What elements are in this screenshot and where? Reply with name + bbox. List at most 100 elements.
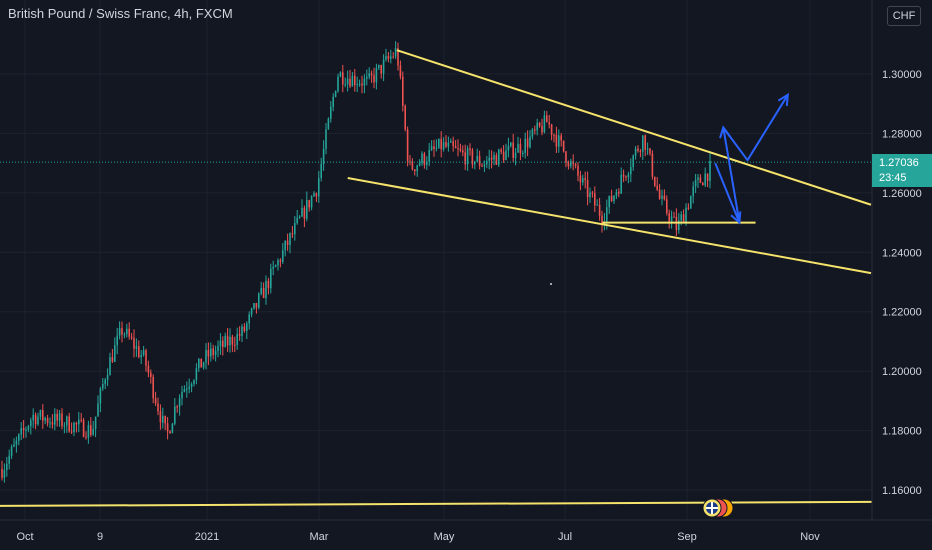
candle-body [126,328,128,335]
candle-body [375,67,378,83]
candle-body [330,106,332,119]
candle-body [303,207,306,219]
candle-body [543,115,546,133]
candle-body [704,173,706,186]
candle-body [106,375,109,380]
candle-body [421,153,423,164]
candle-body [217,346,219,351]
events[interactable] [702,498,734,518]
candle-body [546,115,548,123]
candle-body [495,155,498,165]
candle-body [524,138,526,153]
candle-body [56,413,58,421]
candle-body [138,346,140,358]
candle-body [342,72,344,85]
candle-body [596,204,598,206]
candle-body [358,83,361,85]
candle-body [534,129,536,131]
candle-body [466,148,469,165]
candle-body [296,217,298,224]
candle-body [46,418,49,423]
candle-body [349,78,351,87]
candle-body [618,191,620,194]
candle-body [207,350,210,357]
candle-body [20,428,22,435]
candle-body [183,389,186,392]
candle-body [670,216,673,222]
candle-body [404,105,406,130]
candle-body [649,148,651,154]
price-axis-panel[interactable] [872,0,932,520]
candle-body [694,179,697,187]
candle-body [54,413,56,425]
candle-body [673,216,675,218]
y-tick-label: 1.26000 [882,188,922,200]
last-price-value: 1.27036 [879,157,919,169]
candle-body [322,148,325,164]
candle-body [200,358,202,368]
candle-body [325,129,327,149]
candle-body [258,293,260,308]
candle-body [164,415,166,424]
candle-body [428,150,430,162]
projection-arrow-path[interactable] [714,94,789,224]
candle-body [265,280,267,299]
candle-body [291,233,294,235]
candle-body [159,411,162,423]
candle-body [51,422,54,425]
candle-body [678,220,680,231]
candle-body [334,90,337,97]
candle-body [615,191,618,196]
candle-body [462,150,464,153]
candle-body [85,436,87,438]
candle-body [73,422,75,433]
candle-body [613,195,615,202]
candle-body [392,56,394,58]
trend-line[interactable] [396,49,872,206]
candle-body [594,193,596,206]
candle-body [505,150,507,161]
candle-body [433,146,435,149]
candle-body [97,403,99,417]
candle-body [370,73,373,76]
candle-body [531,129,534,137]
horizontal-level-line[interactable] [0,500,873,507]
x-tick-label: Jul [558,531,572,543]
candle-body [382,59,385,74]
candle-body [99,388,102,404]
marker-dot [550,283,552,285]
candle-body [109,357,111,376]
candle-body [272,266,274,269]
candle-body [310,196,313,208]
candle-body [385,56,387,60]
candle-body [663,195,666,200]
drawings[interactable] [0,49,873,507]
chart-title[interactable]: British Pound / Swiss Franc, 4h, FXCM [8,6,233,21]
candle-body [514,152,517,158]
candle-body [212,348,214,355]
candle-body [584,178,586,181]
candle-body [214,350,217,355]
candle-body [224,335,226,347]
candle-body [476,156,478,162]
candle-body [274,265,277,267]
candle-body [438,138,440,148]
candle-body [680,214,682,221]
trend-line[interactable] [347,177,872,275]
candle-body [130,336,133,339]
candle-body [550,124,553,135]
candle-body [606,207,608,222]
candle-body [656,185,658,190]
y-tick-label: 1.30000 [882,69,922,81]
candle-body [289,233,291,246]
x-tick-label: Mar [310,531,329,543]
candle-body [483,164,486,167]
candle-body [577,165,579,176]
candle-body [361,83,363,86]
candle-body [68,416,70,432]
candle-body [634,148,637,156]
candle-body [226,335,229,346]
currency-badge[interactable]: CHF [887,6,921,26]
time-axis-panel[interactable] [0,520,932,550]
